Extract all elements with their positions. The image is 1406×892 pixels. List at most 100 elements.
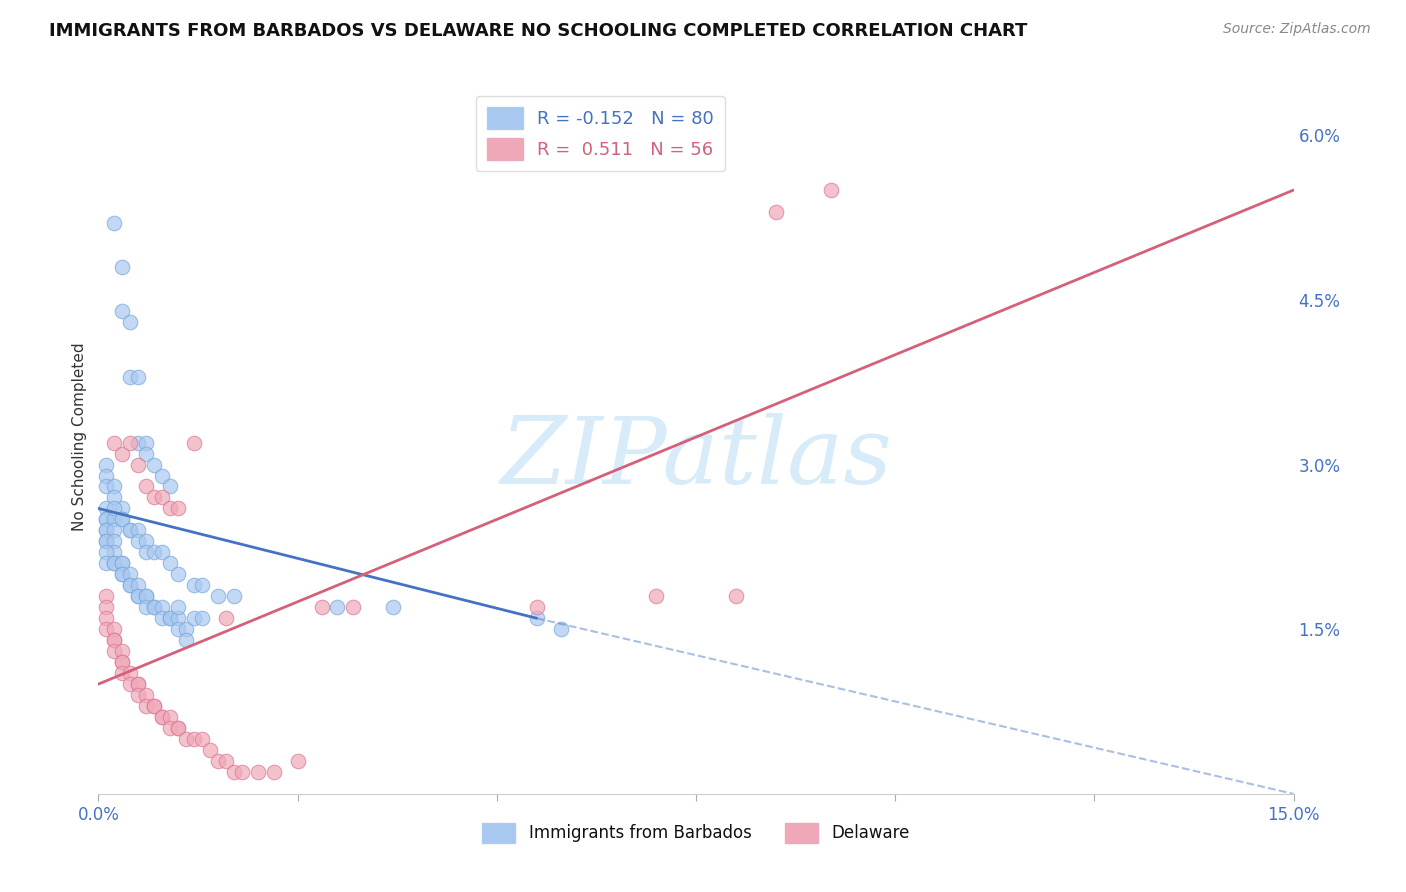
Point [111,260,134,274]
Point [135,435,157,450]
Point [120,578,142,592]
Point [167,600,190,615]
Point [207,589,229,603]
Point [167,611,190,625]
Point [103,545,125,559]
Point [167,622,190,636]
Point [526,600,548,615]
Point [111,644,134,658]
Point [111,567,134,582]
Point [120,677,142,691]
Point [111,655,134,669]
Point [96,501,118,516]
Point [103,501,125,516]
Point [120,578,142,592]
Point [96,524,118,538]
Point [135,446,157,460]
Point [167,721,190,735]
Point [135,589,157,603]
Point [550,622,572,636]
Point [127,534,149,549]
Point [159,501,181,516]
Point [183,731,205,746]
Point [111,557,134,571]
Point [174,633,197,648]
Point [167,501,190,516]
Point [143,600,166,615]
Point [96,589,118,603]
Point [111,666,134,681]
Point [183,435,205,450]
Point [103,491,125,505]
Point [127,458,149,472]
Point [103,435,125,450]
Point [215,611,238,625]
Point [135,600,157,615]
Point [120,369,142,384]
Point [103,524,125,538]
Point [150,468,173,483]
Point [127,524,149,538]
Point [103,557,125,571]
Point [96,479,118,493]
Point [127,589,149,603]
Point [103,644,125,658]
Point [127,369,149,384]
Point [96,512,118,526]
Point [96,524,118,538]
Point [127,688,149,702]
Point [143,458,166,472]
Point [103,633,125,648]
Point [103,216,125,230]
Point [111,303,134,318]
Point [143,600,166,615]
Point [143,491,166,505]
Text: Source: ZipAtlas.com: Source: ZipAtlas.com [1223,22,1371,37]
Point [135,699,157,714]
Point [120,524,142,538]
Point [103,534,125,549]
Point [724,589,747,603]
Point [287,754,309,768]
Point [150,545,173,559]
Point [143,699,166,714]
Point [246,764,269,779]
Point [645,589,668,603]
Point [159,710,181,724]
Point [191,731,214,746]
Point [135,545,157,559]
Point [191,578,214,592]
Point [820,183,842,197]
Point [159,721,181,735]
Point [215,754,238,768]
Point [96,534,118,549]
Point [135,589,157,603]
Point [111,512,134,526]
Point [103,633,125,648]
Point [103,512,125,526]
Y-axis label: No Schooling Completed: No Schooling Completed [72,343,87,532]
Point [96,557,118,571]
Point [96,611,118,625]
Point [167,721,190,735]
Point [127,677,149,691]
Point [150,710,173,724]
Point [222,589,245,603]
Point [198,743,221,757]
Point [159,557,181,571]
Point [150,710,173,724]
Point [120,435,142,450]
Point [207,754,229,768]
Point [326,600,349,615]
Point [174,622,197,636]
Point [174,731,197,746]
Point [127,578,149,592]
Point [96,600,118,615]
Point [143,699,166,714]
Point [167,567,190,582]
Point [96,458,118,472]
Point [127,589,149,603]
Point [127,435,149,450]
Point [382,600,405,615]
Point [231,764,253,779]
